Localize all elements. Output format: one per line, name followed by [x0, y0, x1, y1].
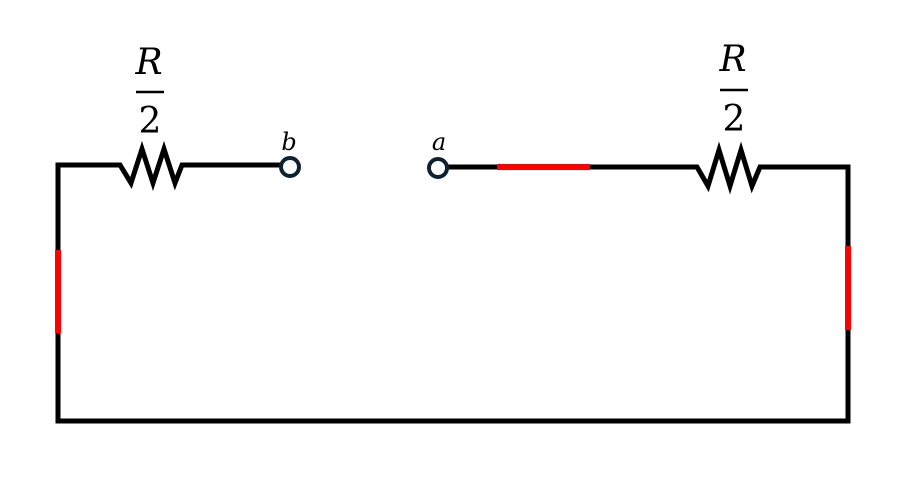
terminal-a: [427, 157, 449, 179]
resistor-left-zigzag: [100, 140, 198, 192]
terminal-b-label: b: [281, 128, 296, 156]
wire-left-corner: [55, 162, 851, 424]
resistor-right-numerator: R: [718, 39, 746, 80]
resistor-left-denominator: 2: [139, 101, 162, 142]
terminal-b: [279, 156, 301, 178]
resistor-left-numerator: R: [134, 42, 162, 83]
terminal-a-label: a: [432, 128, 446, 156]
resistor-right-zigzag: [680, 141, 778, 195]
resistor-right-denominator: 2: [723, 99, 746, 140]
